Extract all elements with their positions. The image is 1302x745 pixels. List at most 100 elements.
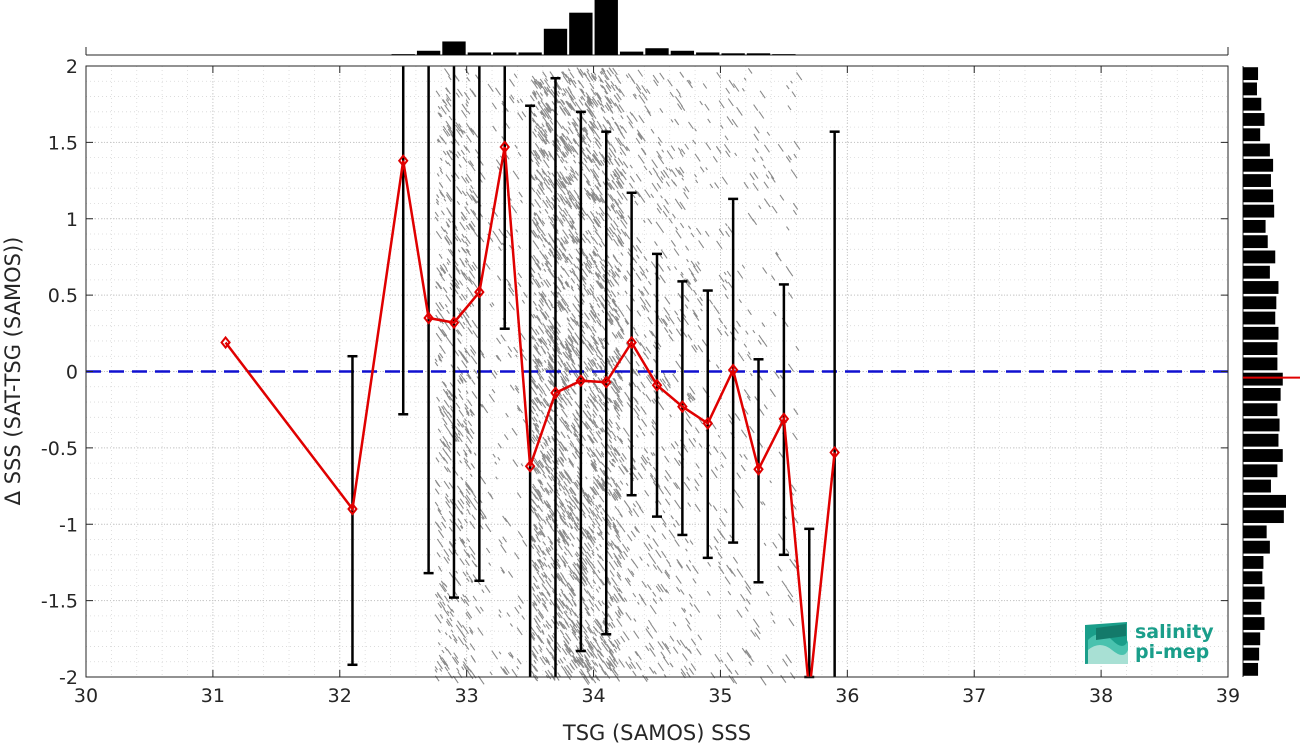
right-histogram-bar <box>1243 540 1270 554</box>
main-plot: 30 31 32 33 34 35 36 37 38 39 -2 -1.5 -1 -0.5 0 0.5 1 1.… <box>1 56 1240 745</box>
x-axis: 30 31 32 33 34 35 36 37 38 39 <box>74 66 1240 707</box>
right-histogram-bar <box>1243 97 1262 111</box>
right-histogram-bar <box>1243 281 1279 294</box>
right-histogram-bar <box>1243 617 1265 630</box>
right-histogram-bar <box>1243 326 1279 340</box>
mean-point <box>474 285 485 299</box>
y-tick-label: 1.5 <box>48 132 78 154</box>
x-tick-label: 35 <box>708 685 732 707</box>
scatter-cloud <box>434 67 803 686</box>
error-bar <box>474 66 485 583</box>
y-axis: -2 -1.5 -1 -0.5 0 0.5 1 1.5 2 <box>41 56 1228 689</box>
top-histogram-bar <box>569 12 593 56</box>
salinity-pi-mep-logo: salinity pi-mep <box>1085 621 1214 664</box>
mean-point <box>727 363 739 377</box>
right-histogram-bar <box>1243 204 1275 218</box>
x-tick-label: 33 <box>455 685 479 707</box>
y-tick-label: -1 <box>59 514 78 536</box>
mean-point <box>702 416 714 431</box>
right-histogram-bar <box>1243 632 1261 646</box>
mean-point <box>347 502 358 516</box>
right-histogram-bar <box>1243 586 1265 600</box>
scatter-points <box>434 67 803 686</box>
x-tick-label: 37 <box>962 685 986 707</box>
right-histogram-bar <box>1243 556 1264 569</box>
error-bar <box>525 104 536 677</box>
right-histogram-bar <box>1243 479 1271 493</box>
top-histogram-bar <box>696 52 720 55</box>
x-axis-label: TSG (SAMOS) SSS <box>562 721 751 745</box>
x-tick-label: 31 <box>201 685 225 707</box>
logo-text-salinity: salinity <box>1135 621 1214 643</box>
right-histogram-bar <box>1243 510 1284 524</box>
x-tick-label: 38 <box>1089 685 1113 707</box>
mean-point <box>575 374 587 388</box>
x-tick-label: 34 <box>581 685 605 707</box>
mean-point <box>778 412 790 426</box>
right-histogram-bar <box>1243 494 1286 508</box>
right-histogram-bar <box>1243 464 1278 478</box>
right-histogram-bar <box>1243 128 1261 142</box>
top-histogram-bar <box>518 52 542 55</box>
top-histogram-bar <box>493 52 517 55</box>
right-histogram <box>1242 66 1300 677</box>
x-tick-label: 36 <box>835 685 859 707</box>
mean-point <box>524 459 536 473</box>
y-tick-label: 2 <box>66 56 78 78</box>
x-tick-label: 30 <box>74 685 98 707</box>
right-histogram-bar <box>1243 67 1259 81</box>
top-histogram-bar <box>645 48 669 55</box>
right-histogram-bar <box>1243 82 1257 96</box>
x-tick-label: 32 <box>328 685 352 707</box>
error-bar <box>423 66 434 575</box>
right-histogram-bar <box>1243 311 1276 325</box>
y-tick-label: -0.5 <box>41 438 78 460</box>
right-histogram-bar <box>1243 342 1278 356</box>
logo-text-pimep: pi-mep <box>1135 641 1209 663</box>
right-histogram-bar <box>1243 158 1274 172</box>
mean-point <box>600 375 612 389</box>
error-bar <box>499 66 510 330</box>
right-histogram-bar <box>1243 647 1260 661</box>
right-histogram-bar <box>1243 219 1266 233</box>
right-histogram-bar <box>1243 113 1265 126</box>
mean-point <box>626 335 637 350</box>
error-bar <box>829 130 840 677</box>
right-histogram-bar <box>1243 449 1283 462</box>
top-histogram-bar <box>416 50 441 55</box>
right-histogram-bar <box>1243 189 1274 203</box>
mean-point <box>448 316 460 330</box>
top-histogram-bar <box>772 54 796 55</box>
top-histogram-bar <box>746 53 771 55</box>
mean-point <box>829 445 840 460</box>
error-bar <box>398 66 409 416</box>
top-histogram-bar <box>442 41 466 55</box>
y-axis-label: Δ SSS (SAT-TSG (SAMOS)) <box>1 237 25 506</box>
top-histogram-bar <box>721 53 745 55</box>
top-histogram-bar <box>594 0 618 55</box>
right-histogram-bar <box>1243 357 1278 371</box>
y-tick-label: 1 <box>66 209 78 231</box>
right-histogram-bar <box>1243 433 1279 447</box>
error-bar <box>550 76 561 677</box>
mean-point <box>550 386 561 400</box>
mean-point <box>397 154 409 168</box>
mean-point <box>220 335 231 350</box>
y-tick-label: 0.5 <box>48 285 78 307</box>
mean-point <box>499 140 511 154</box>
right-histogram-bar <box>1243 662 1259 676</box>
right-histogram-bar <box>1243 418 1280 432</box>
right-histogram-bar <box>1243 403 1278 417</box>
right-histogram-bar <box>1243 265 1270 279</box>
x-tick-label: 39 <box>1216 685 1240 707</box>
mean-point <box>677 400 688 414</box>
y-tick-label: 0 <box>66 362 78 384</box>
right-histogram-bar <box>1243 372 1283 386</box>
right-histogram-bar <box>1243 235 1268 249</box>
right-histogram-bar <box>1243 296 1277 310</box>
right-histogram-bar <box>1243 525 1267 539</box>
logo-wave-icon <box>1085 622 1128 664</box>
mean-point <box>651 378 663 392</box>
top-histogram-bar <box>670 50 695 55</box>
mean-point <box>423 311 434 325</box>
